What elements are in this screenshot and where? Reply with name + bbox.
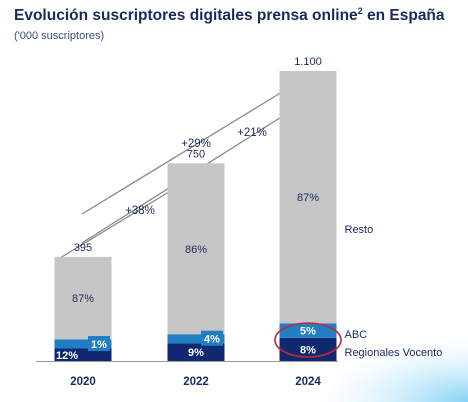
bar-resto-2024 — [279, 71, 337, 324]
growth-label-2020-2022: +38% — [125, 205, 155, 217]
bar-regionales-vocento-2022 — [167, 343, 225, 361]
share-label-abc-2022: 4% — [204, 334, 220, 346]
bar-abc-2020 — [54, 339, 112, 349]
bar-regionales-vocento-2020 — [54, 348, 112, 361]
share-label-box-2020 — [88, 336, 110, 352]
category-label-2024: 2024 — [295, 376, 321, 388]
category-label-2022: 2022 — [183, 376, 209, 388]
highlight-ellipse-2024 — [274, 322, 342, 358]
share-label-regionales-vocento-2020: 12% — [56, 350, 78, 362]
growth-label-2022-2024: +21% — [237, 127, 267, 139]
bar-resto-2020 — [54, 256, 112, 340]
legend-resto: Resto — [345, 224, 374, 236]
share-label-regionales-vocento-2022: 9% — [188, 347, 204, 359]
growth-label-2020-2024: +29% — [181, 138, 211, 150]
bar-abc-2024 — [279, 323, 337, 338]
growth-arrow-2020-2024 — [81, 77, 307, 215]
share-label-resto-2024: 87% — [297, 192, 319, 204]
share-label-resto-2022: 86% — [185, 244, 207, 256]
bar-abc-2022 — [167, 334, 225, 344]
share-label-abc-2020: 1% — [91, 339, 107, 351]
total-label-2022: 750 — [187, 148, 205, 160]
share-label-regionales-vocento-2024: 8% — [300, 344, 316, 356]
legend-abc: ABC — [345, 329, 368, 341]
share-label-box-2022 — [201, 330, 223, 346]
legend-regionales-vocento: Regionales Vocento — [345, 347, 443, 359]
chart-subtitle: ('000 suscriptores) — [14, 30, 105, 42]
total-label-2024: 1.100 — [294, 56, 322, 68]
chart-title: Evolución suscriptores digitales prensa … — [14, 6, 445, 25]
share-label-abc-2024: 5% — [300, 326, 316, 338]
share-label-resto-2020: 87% — [72, 293, 94, 305]
total-label-2020: 395 — [74, 242, 92, 254]
category-label-2020: 2020 — [70, 376, 96, 388]
bar-resto-2022 — [167, 163, 225, 335]
